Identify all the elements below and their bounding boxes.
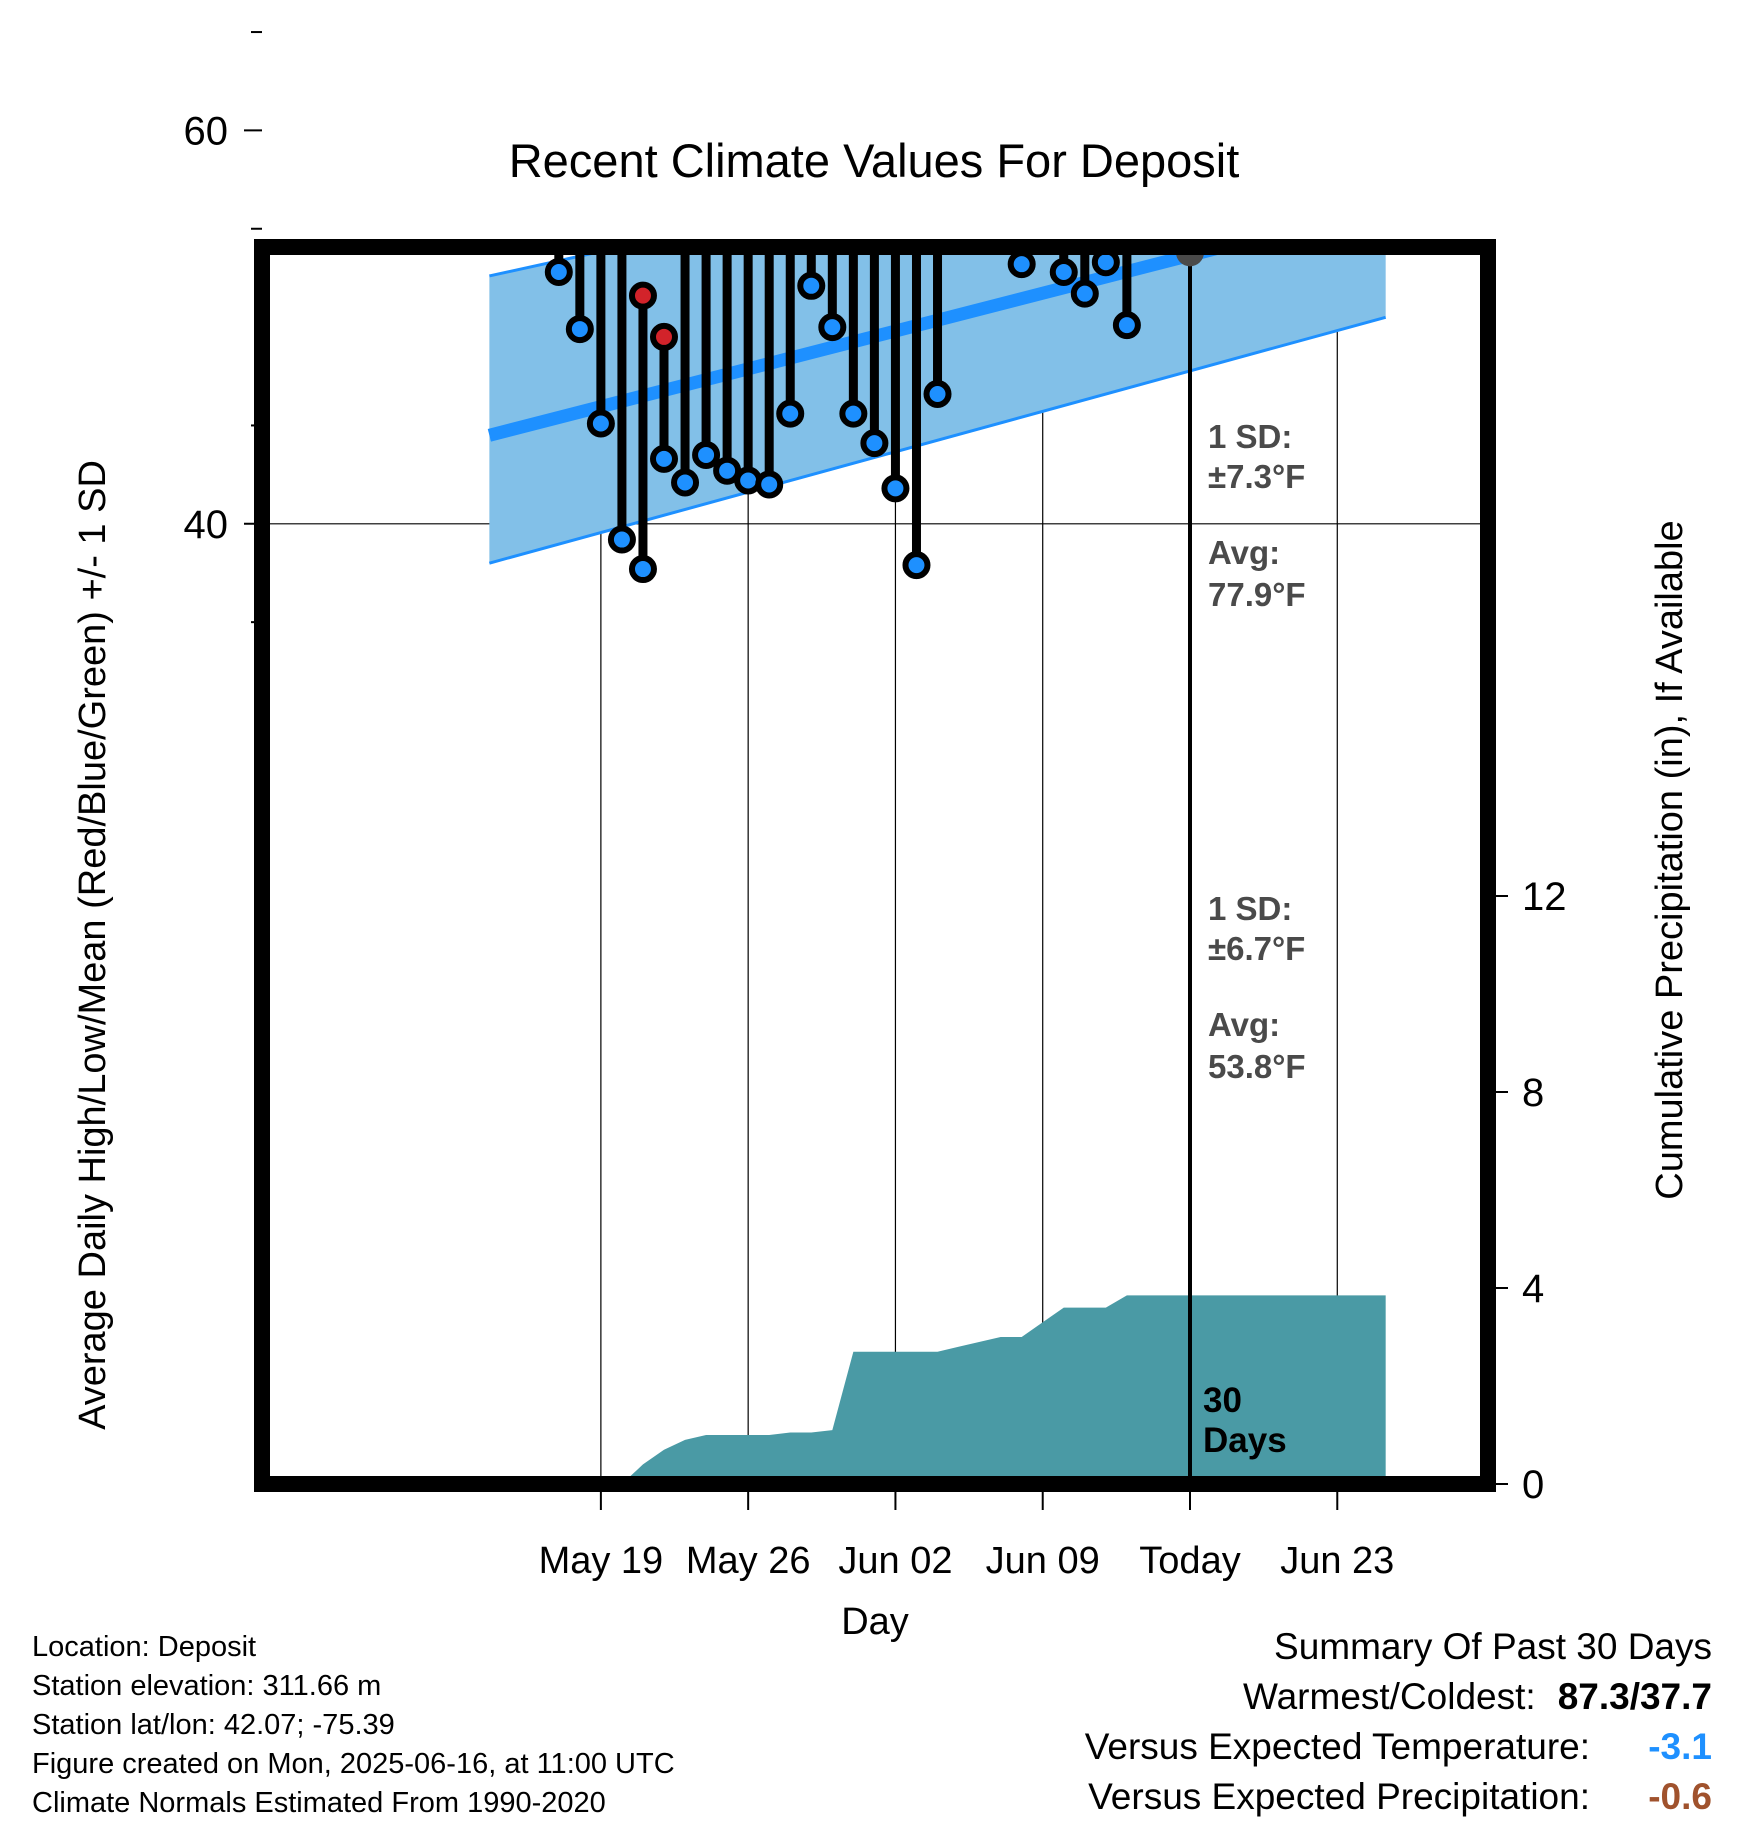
x-axis-label: Day [841, 1601, 909, 1643]
warmest-value: 87.3/37.7 [1557, 1676, 1712, 1717]
summary-temp-row: Versus Expected Temperature: -3.1 [1085, 1722, 1712, 1772]
low-normal-annotation: 1 SD: ±6.7°F Avg: 53.8°F [1208, 890, 1306, 1085]
low-point [586, 409, 615, 438]
high-avg-value: 77.9°F [1208, 576, 1306, 613]
normals-text: Climate Normals Estimated From 1990-2020 [32, 1787, 606, 1819]
y-tick-label: 40 [184, 503, 229, 547]
high-point [569, 100, 591, 122]
low-point [650, 444, 678, 473]
today-days-number: 30 [1203, 1381, 1242, 1420]
high-point [628, 281, 657, 310]
y2-tick-label: 0 [1522, 1463, 1544, 1507]
low-point [818, 313, 847, 342]
chart-title: Recent Climate Values For Deposit [509, 134, 1240, 187]
low-point [607, 525, 636, 554]
high-point [779, 11, 801, 33]
location-text: Location: Deposit [32, 1631, 257, 1663]
latlon-text: Station lat/lon: 42.07; -75.39 [32, 1709, 395, 1741]
low-point [628, 555, 657, 584]
station-info: Location: Deposit Station elevation: 311… [32, 1628, 675, 1823]
precip-label: Versus Expected Precipitation: [1088, 1776, 1590, 1817]
low-point [923, 379, 952, 408]
today-days-word: Days [1203, 1421, 1287, 1460]
low-point [797, 271, 826, 300]
low-point [671, 468, 700, 497]
y2-tick-label: 12 [1522, 875, 1567, 919]
precip-value: -0.6 [1648, 1776, 1712, 1817]
low-sd-band [489, 254, 1386, 564]
low-point [839, 399, 868, 428]
summary-panel: Summary Of Past 30 Days Warmest/Coldest:… [1085, 1622, 1712, 1822]
high-point [695, 192, 717, 214]
low-point [1070, 279, 1099, 308]
low-point [1112, 311, 1141, 340]
created-text: Figure created on Mon, 2025-06-16, at 11… [32, 1748, 675, 1780]
low-point [544, 258, 573, 287]
high-avg-label: Avg: [1208, 534, 1280, 571]
plot-frame [254, 239, 1496, 1492]
low-point [692, 440, 721, 469]
high-sd-label: 1 SD: [1208, 418, 1292, 455]
high-point [1137, 0, 1159, 8]
precipitation-area [537, 1295, 1386, 1484]
high-point [650, 322, 678, 351]
high-normal-annotation: 1 SD: ±7.3°F Avg: 77.9°F [1208, 418, 1306, 613]
summary-heading: Summary Of Past 30 Days [1274, 1626, 1712, 1667]
low-point [881, 474, 910, 503]
low-point [1091, 254, 1120, 277]
x-tick-label: Jun 02 [838, 1540, 952, 1582]
y2-axis-label: Cumulative Precipitation (in), If Availa… [1649, 520, 1691, 1199]
temp-label: Versus Expected Temperature: [1084, 1726, 1590, 1767]
x-tick-label: May 19 [539, 1540, 664, 1582]
low-avg-value: 53.8°F [1208, 1048, 1306, 1085]
low-point [860, 429, 889, 458]
x-tick-label: Jun 09 [986, 1540, 1100, 1582]
y2-tick-label: 8 [1522, 1071, 1544, 1115]
low-point [1007, 254, 1036, 279]
low-point [990, 192, 1012, 214]
low-point [969, 88, 991, 110]
low-point [713, 456, 742, 485]
high-sd-band-lower-edge [489, 0, 1385, 97]
high-sd-value: ±7.3°F [1208, 458, 1305, 495]
y2-tick-label: 4 [1522, 1267, 1544, 1311]
x-tick-label: Today [1139, 1540, 1240, 1582]
low-point [776, 399, 805, 428]
y-tick-label: 60 [184, 109, 229, 153]
summary-warmest-row: Warmest/Coldest: 87.3/37.7 [1085, 1672, 1712, 1722]
x-tick-label: May 26 [686, 1540, 811, 1582]
low-sd-value: ±6.7°F [1208, 930, 1305, 967]
low-avg-label: Avg: [1208, 1006, 1280, 1043]
low-sd-label: 1 SD: [1208, 890, 1292, 927]
x-tick-label: Jun 23 [1280, 1540, 1394, 1582]
warmest-label: Warmest/Coldest: [1243, 1676, 1536, 1717]
y-axis-label: Average Daily High/Low/Mean (Red/Blue/Gr… [72, 460, 114, 1430]
low-point [1049, 258, 1078, 287]
temp-value: -3.1 [1648, 1726, 1712, 1767]
elevation-text: Station elevation: 311.66 m [32, 1670, 382, 1702]
high-sd-band [489, 0, 1385, 97]
summary-precip-row: Versus Expected Precipitation: -0.6 [1085, 1772, 1712, 1822]
low-point [755, 470, 784, 499]
high-point [716, 98, 738, 120]
low-point [902, 551, 931, 580]
low-avg-marker [1176, 254, 1204, 267]
low-point [565, 315, 594, 344]
